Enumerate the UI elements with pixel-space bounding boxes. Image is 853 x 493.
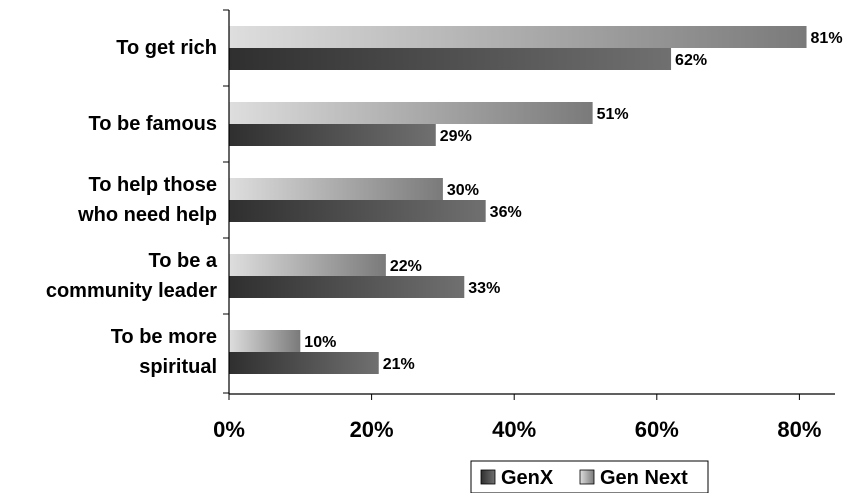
- legend-label-genx: GenX: [501, 467, 554, 489]
- bar-genx-1: [229, 124, 436, 146]
- legend-swatch-gen-next: [579, 469, 595, 485]
- bar-gen-next-1: [229, 102, 593, 124]
- data-label-genx-1: 29%: [440, 128, 472, 145]
- category-label-0-0: To get rich: [116, 37, 217, 59]
- data-label-gen-next-2: 30%: [447, 182, 479, 199]
- bar-gen-next-0: [229, 26, 807, 48]
- category-label-4-1: spiritual: [139, 356, 217, 378]
- legend: GenX Gen Next: [470, 460, 709, 493]
- data-label-genx-0: 62%: [675, 52, 707, 69]
- data-label-gen-next-3: 22%: [390, 258, 422, 275]
- x-tick-label-1: 20%: [350, 417, 394, 442]
- data-label-genx-2: 36%: [490, 204, 522, 221]
- data-label-gen-next-4: 10%: [304, 334, 336, 351]
- category-label-2-1: who need help: [77, 204, 217, 226]
- x-tick-label-0: 0%: [213, 417, 245, 442]
- bars-layer: [229, 26, 807, 374]
- category-label-3-1: community leader: [46, 280, 217, 302]
- category-label-4-0: To be more: [111, 326, 217, 348]
- bar-gen-next-4: [229, 330, 301, 352]
- legend-swatch-genx: [480, 469, 496, 485]
- bar-genx-2: [229, 200, 486, 222]
- x-tick-label-3: 60%: [635, 417, 679, 442]
- x-tick-label-4: 80%: [777, 417, 821, 442]
- data-label-genx-3: 33%: [468, 280, 500, 297]
- bar-gen-next-3: [229, 254, 386, 276]
- axes-layer: [223, 9, 835, 400]
- labels-layer: 81% 62% To get rich 51% 29% To be famous 30% 36…: [46, 30, 843, 442]
- bar-genx-4: [229, 352, 379, 374]
- category-label-1-0: To be famous: [88, 113, 217, 135]
- category-label-3-0: To be a: [148, 250, 217, 272]
- data-label-gen-next-1: 51%: [597, 106, 629, 123]
- bar-genx-0: [229, 48, 672, 70]
- legend-label-gen-next: Gen Next: [600, 467, 688, 489]
- x-tick-label-2: 40%: [492, 417, 536, 442]
- bar-genx-3: [229, 276, 465, 298]
- data-label-genx-4: 21%: [383, 356, 415, 373]
- data-label-gen-next-0: 81%: [811, 30, 843, 47]
- bar-gen-next-2: [229, 178, 443, 200]
- category-label-2-0: To help those: [88, 174, 217, 196]
